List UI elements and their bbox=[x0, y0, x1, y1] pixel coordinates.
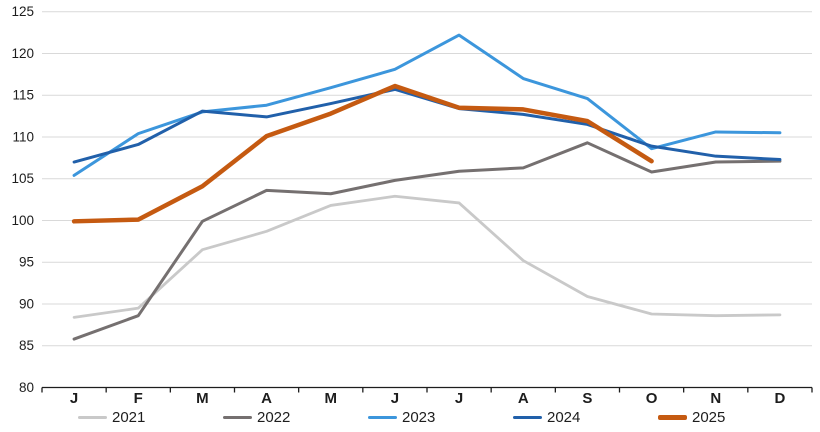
x-axis-label: S bbox=[582, 390, 592, 407]
y-axis-label: 120 bbox=[11, 46, 34, 61]
legend-item-2024: 2024 bbox=[513, 406, 580, 428]
legend-label: 2022 bbox=[257, 408, 291, 426]
y-axis-label: 115 bbox=[12, 88, 34, 103]
y-axis-label: 125 bbox=[11, 4, 34, 19]
legend-label: 2025 bbox=[692, 408, 726, 426]
legend-item-2023: 2023 bbox=[368, 406, 435, 428]
legend-label: 2024 bbox=[547, 408, 581, 426]
legend-swatch-2021 bbox=[78, 415, 107, 419]
series-line-2022 bbox=[72, 141, 782, 341]
legend-swatch-2022 bbox=[223, 415, 252, 419]
legend-item-2021: 2021 bbox=[78, 406, 145, 428]
x-axis-label: O bbox=[646, 390, 658, 407]
legend-item-2022: 2022 bbox=[223, 406, 290, 428]
x-axis-label: J bbox=[391, 390, 399, 407]
x-axis-label: A bbox=[261, 390, 272, 407]
x-axis-label: A bbox=[518, 390, 529, 407]
legend-swatch-2024 bbox=[513, 415, 542, 419]
legend-item-2025: 2025 bbox=[658, 406, 725, 428]
series-line-2025 bbox=[71, 83, 654, 224]
legend-swatch-2023 bbox=[368, 415, 397, 419]
chart-legend: 2021 2022 2023 2024 2025 bbox=[0, 406, 820, 430]
legend-swatch-2025 bbox=[658, 414, 687, 420]
x-axis-label: N bbox=[710, 390, 721, 407]
series-line-2023 bbox=[72, 33, 782, 177]
x-axis-label: J bbox=[455, 390, 463, 407]
y-axis-label: 110 bbox=[12, 129, 34, 144]
x-axis-label: F bbox=[134, 390, 143, 407]
y-axis-label: 105 bbox=[11, 171, 34, 186]
y-axis-label: 95 bbox=[19, 255, 34, 270]
series-line-2024 bbox=[72, 87, 782, 164]
legend-label: 2021 bbox=[112, 408, 146, 426]
legend-label: 2023 bbox=[402, 408, 436, 426]
x-axis-label: M bbox=[196, 390, 209, 407]
x-axis-label: J bbox=[70, 390, 78, 407]
series-line-2021 bbox=[72, 194, 782, 319]
y-axis-label: 85 bbox=[19, 338, 34, 353]
y-axis-label: 100 bbox=[11, 213, 34, 228]
x-axis-label: M bbox=[325, 390, 338, 407]
x-axis-label: D bbox=[774, 390, 785, 407]
y-axis-label: 80 bbox=[19, 380, 34, 395]
y-axis-label: 90 bbox=[19, 296, 34, 311]
